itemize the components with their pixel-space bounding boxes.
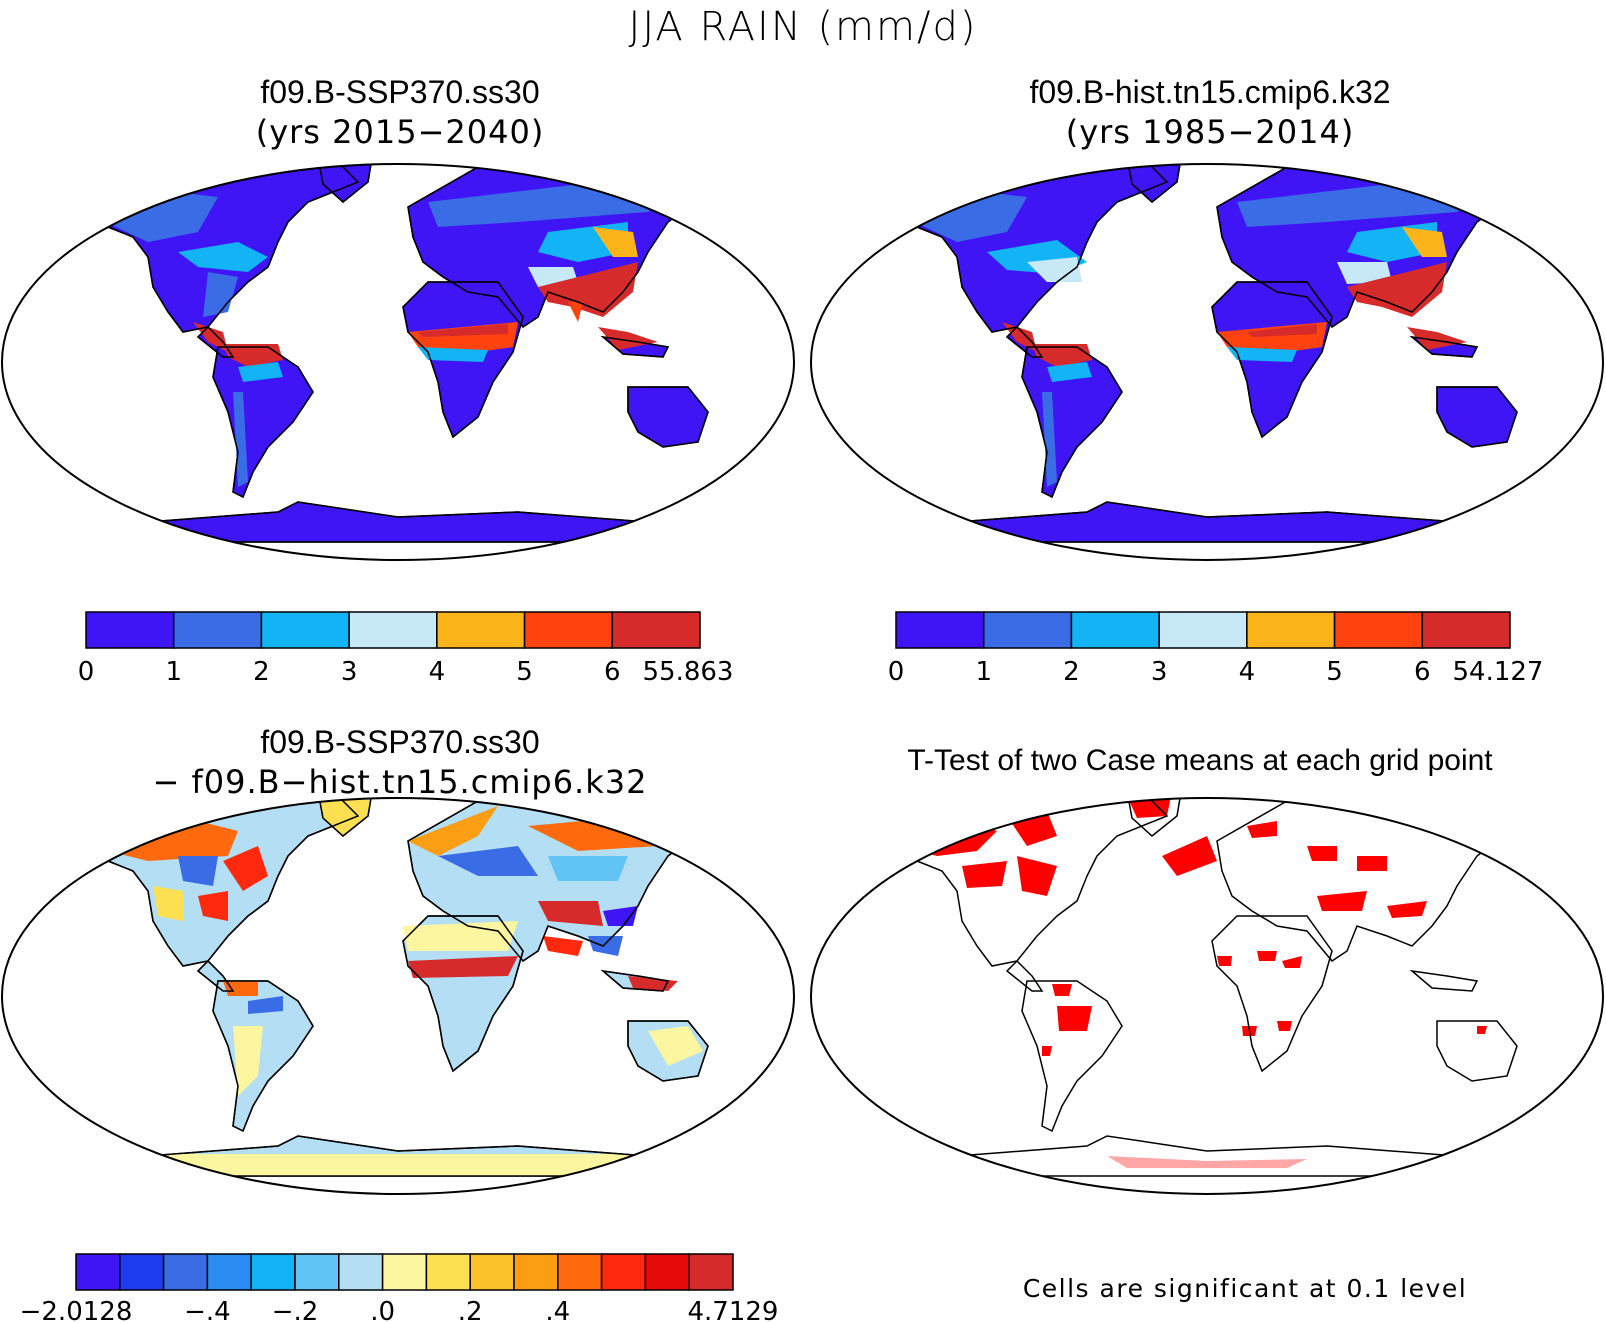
colorbar-swatch: [260, 611, 350, 649]
colorbar-tick-label: 6: [604, 657, 621, 687]
colorbar-tick-label: 54.127: [1453, 657, 1544, 687]
colorbar-swatch: [557, 1253, 603, 1291]
colorbar-tick-label: −.4: [184, 1297, 231, 1323]
colorbar-hist: 0 1 2 3 4 5 6 54.127: [888, 611, 1544, 687]
colorbar-tick-label: 3: [341, 657, 358, 687]
colorbar-swatch: [469, 1253, 515, 1291]
colorbar-tick-label: 2: [253, 657, 270, 687]
colorbar-tick-label: 0: [78, 657, 95, 687]
colorbar-swatch: [982, 611, 1073, 649]
colorbar-swatch: [523, 611, 614, 649]
colorbar-tick-label: 4: [429, 657, 446, 687]
colorbar-tick-label: .2: [458, 1297, 483, 1323]
colorbar-swatch: [119, 1253, 165, 1291]
colorbar-ssp370: 0 1 2 3 4 5 6 55.863: [78, 611, 734, 687]
colorbar-swatch: [75, 1253, 121, 1291]
map-diff: [1, 797, 795, 1195]
colorbar-swatch: [85, 611, 175, 649]
colorbar-tick-label: 2: [1063, 657, 1080, 687]
colorbar-tick-label: .4: [545, 1297, 570, 1323]
colorbar-tick-label: 6: [1414, 657, 1431, 687]
colorbar-tick-label: 3: [1151, 657, 1168, 687]
main-title: JJA RAIN (mm/d): [628, 4, 978, 50]
colorbar-swatch: [436, 611, 526, 649]
panel-ssp370-case-name: f09.B-SSP370.ss30: [260, 74, 540, 110]
panel-diff-title: f09.B-SSP370.ss30 − f09.B−hist.tn15.cmip…: [80, 722, 720, 802]
map-ttest: [810, 797, 1604, 1195]
panel-hist-title: f09.B-hist.tn15.cmip6.k32 (yrs 1985−2014…: [930, 72, 1490, 152]
colorbar-swatch: [1070, 611, 1160, 649]
panel-hist-years: (yrs 1985−2014): [1065, 113, 1355, 151]
map-hist: [810, 163, 1604, 561]
colorbar-tick-label: 55.863: [643, 657, 734, 687]
colorbar-tick-label: 5: [1326, 657, 1343, 687]
colorbar-swatch: [162, 1253, 209, 1291]
colorbar-tick-label: 1: [165, 657, 182, 687]
colorbar-swatch: [1246, 611, 1336, 649]
panel-ttest-title: T-Test of two Case means at each grid po…: [907, 744, 1493, 777]
colorbar-tick-label: 5: [516, 657, 533, 687]
colorbar-swatch: [206, 1253, 252, 1291]
colorbar-tick-label: 1: [975, 657, 992, 687]
panel-ssp370-title: f09.B-SSP370.ss30 (yrs 2015−2040): [150, 72, 650, 152]
colorbar-tick-label: −.2: [272, 1297, 319, 1323]
colorbar-swatch: [688, 1253, 734, 1291]
colorbar-swatch: [895, 611, 985, 649]
colorbar-tick-label: 0: [888, 657, 905, 687]
colorbar-tick-label: 4: [1239, 657, 1256, 687]
colorbar-swatch: [348, 611, 438, 649]
colorbar-tick-label: .0: [370, 1297, 395, 1323]
panel-diff-case-a: f09.B-SSP370.ss30: [260, 724, 540, 760]
colorbar-swatch: [1333, 611, 1424, 649]
colorbar-swatch: [600, 1253, 647, 1291]
colorbar-swatch: [172, 611, 263, 649]
colorbar-diff: −2.0128 −.4 −.2 .0 .2 .4 4.7129: [20, 1253, 779, 1323]
colorbar-tick-label: 4.7129: [688, 1297, 779, 1323]
colorbar-swatch: [1421, 611, 1511, 649]
colorbar-swatch: [513, 1253, 559, 1291]
colorbar-swatch: [611, 611, 701, 649]
panel-diff-case-b: − f09.B−hist.tn15.cmip6.k32: [152, 763, 648, 801]
colorbar-swatch: [294, 1253, 340, 1291]
ttest-footnote: Cells are significant at 0.1 level: [1022, 1274, 1468, 1303]
colorbar-swatch: [381, 1253, 428, 1291]
colorbar-tick-label: −2.0128: [20, 1297, 133, 1323]
colorbar-swatch: [644, 1253, 690, 1291]
map-ssp370: [1, 163, 795, 561]
panel-hist-case-name: f09.B-hist.tn15.cmip6.k32: [1029, 74, 1391, 110]
colorbar-swatch: [338, 1253, 384, 1291]
panel-ssp370-years: (yrs 2015−2040): [255, 113, 545, 151]
colorbar-swatch: [250, 1253, 296, 1291]
colorbar-swatch: [1158, 611, 1248, 649]
colorbar-swatch: [425, 1253, 471, 1291]
